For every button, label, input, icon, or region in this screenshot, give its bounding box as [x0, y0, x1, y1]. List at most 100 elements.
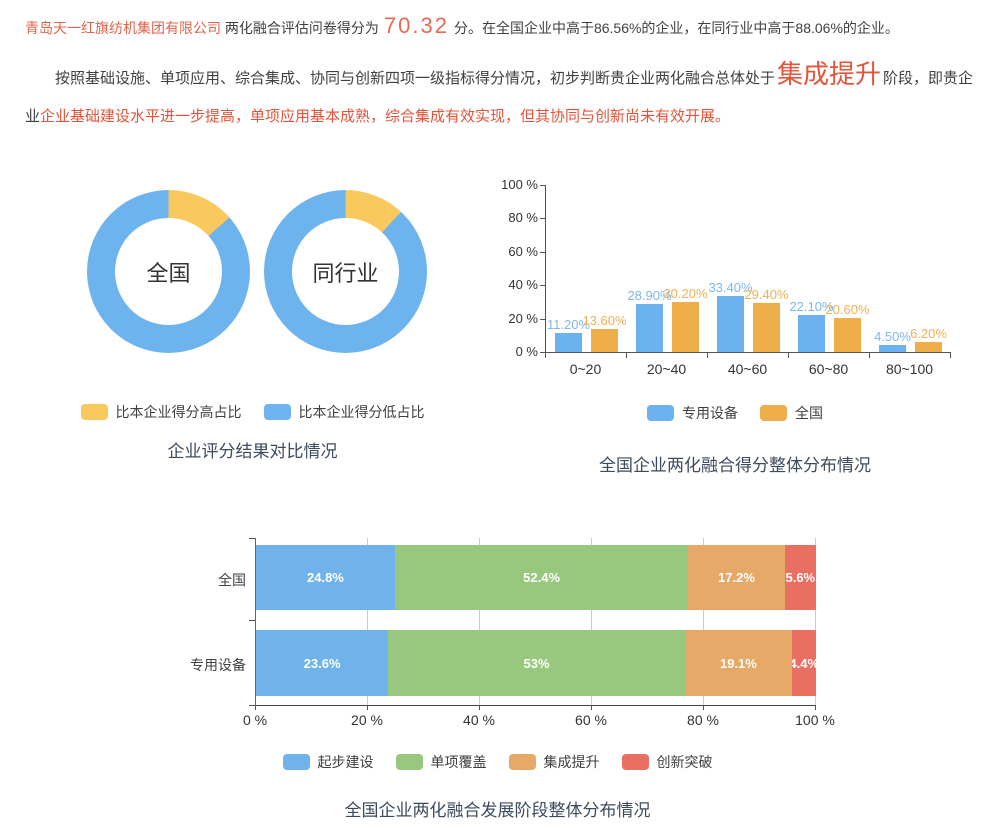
x-tick — [707, 353, 708, 358]
bar-value-label: 13.60% — [582, 313, 627, 329]
legend-item-单项覆盖[interactable]: 单项覆盖 — [395, 752, 487, 772]
score-summary-line: 青岛天一红旗纺机集团有限公司 两化融合评估问卷得分为 70.32 分。在全国企业中高… — [25, 12, 980, 44]
bar-wrap-专用设备: 28.90% — [627, 288, 672, 352]
stacked-x-tick-label: 0 % — [242, 712, 268, 728]
y-tick-label: 80 % — [508, 210, 538, 226]
stacked-chart-title: 全国企业两化融合发展阶段整体分布情况 — [344, 801, 651, 820]
bar-专用设备-0~20 — [555, 333, 582, 352]
bar-group-40~60: 33.40% 29.40% — [708, 185, 789, 352]
y-tick — [540, 285, 545, 287]
stacked-x-tick — [815, 705, 816, 710]
x-category-label: 80~100 — [885, 361, 934, 377]
bar-plot-area: 11.20% 13.60% 28.90% 30.20% 33.40% 29.40% 22.1… — [545, 185, 951, 353]
category-tick — [249, 705, 255, 706]
y-tick — [540, 251, 545, 253]
y-tick-label: 0 % — [515, 344, 538, 359]
stacked-legend: 起步建设 单项覆盖 集成提升 创新突破 — [0, 752, 995, 772]
donut-chart-title: 企业评分结果对比情况 — [167, 442, 338, 461]
bar-wrap-全国: 29.40% — [744, 287, 789, 352]
stacked-plot-area: 24.8%52.4%17.2%5.6% 23.6%53%19.1%4.4% — [255, 538, 816, 706]
bar-专用设备-60~80 — [798, 315, 825, 352]
x-category-label: 60~80 — [808, 361, 849, 377]
legend-label: 专用设备 — [682, 405, 738, 421]
summary-part2: 阶段，即贵企业 — [25, 70, 974, 125]
legend-item-比本企业得分低占比[interactable]: 比本企业得分低占比 — [263, 402, 425, 422]
bar-全国-20~40 — [672, 301, 699, 352]
stacked-x-tick — [367, 705, 368, 710]
bar-value-label: 20.60% — [825, 301, 870, 317]
legend-label: 比本企业得分高占比 — [115, 404, 242, 420]
bar-专用设备-80~100 — [879, 344, 906, 352]
stacked-x-tick-label: 20 % — [351, 712, 383, 728]
bar-专用设备-40~60 — [717, 296, 744, 352]
segment-创新突破-专用设备: 4.4% — [791, 630, 816, 696]
category-tick — [249, 538, 255, 539]
score-label-text: 两化融合评估问卷得分为 — [224, 20, 379, 36]
bar-wrap-全国: 6.20% — [910, 326, 947, 352]
y-tick-label: 20 % — [508, 310, 538, 326]
stage-summary-paragraph: 按照基础设施、单项应用、综合集成、协同与创新四项一级指标得分情况，初步判断贵企业… — [25, 60, 975, 136]
gridline — [367, 538, 368, 705]
stacked-x-tick-label: 40 % — [463, 712, 495, 728]
y-tick-label: 100 % — [501, 177, 538, 192]
legend-item-集成提升[interactable]: 集成提升 — [508, 752, 600, 772]
bar-wrap-全国: 30.20% — [663, 286, 708, 352]
bar-group-20~40: 28.90% 30.20% — [627, 185, 708, 352]
x-tick — [869, 353, 870, 358]
x-category-label: 20~40 — [646, 361, 687, 377]
bar-wrap-专用设备: 33.40% — [708, 280, 753, 352]
bar-value-label: 6.20% — [910, 325, 947, 341]
x-tick — [950, 353, 951, 358]
bar-全国-40~60 — [753, 302, 780, 352]
score-value: 70.32 — [383, 13, 449, 38]
stacked-row-专用设备: 23.6%53%19.1%4.4% — [256, 630, 816, 696]
score-distribution-chart: 11.20% 13.60% 28.90% 30.20% 33.40% 29.40% 22.1… — [500, 175, 970, 485]
stacked-x-tick — [703, 705, 704, 710]
donut-charts: 全国 同行业 — [87, 190, 427, 353]
bar-legend: 专用设备 全国 — [500, 403, 970, 423]
segment-创新突破-全国: 5.6% — [784, 545, 816, 610]
legend-item-全国[interactable]: 全国 — [760, 403, 823, 423]
legend-label: 集成提升 — [543, 754, 600, 770]
stage-distribution-chart: 24.8%52.4%17.2%5.6% 23.6%53%19.1%4.4% 全国专… — [0, 520, 995, 829]
legend-swatch — [80, 404, 108, 420]
stacked-x-tick — [255, 705, 256, 710]
x-tick — [545, 353, 546, 358]
legend-item-专用设备[interactable]: 专用设备 — [647, 403, 738, 423]
legend-item-起步建设[interactable]: 起步建设 — [282, 752, 374, 772]
gridline — [815, 538, 816, 705]
segment-集成提升-全国: 17.2% — [688, 545, 785, 610]
stacked-x-tick-label: 80 % — [687, 712, 719, 728]
score-suffix-text: 分。在全国企业中高于86.56%的企业，在同行业中高于88.06%的企业。 — [453, 20, 899, 36]
bar-group-0~20: 11.20% 13.60% — [546, 185, 627, 352]
x-category-label: 0~20 — [569, 361, 602, 377]
y-tick-label: 60 % — [508, 243, 538, 259]
legend-item-创新突破[interactable]: 创新突破 — [621, 752, 713, 772]
stacked-row-全国: 24.8% 52.4% 17.2% 5.6% — [256, 545, 816, 610]
gridline — [703, 538, 704, 705]
bar-group-60~80: 22.10% 20.60% — [789, 185, 870, 352]
bar-value-label: 30.20% — [663, 285, 708, 301]
y-tick — [540, 218, 545, 220]
legend-label: 比本企业得分低占比 — [298, 404, 425, 420]
legend-label: 单项覆盖 — [430, 754, 487, 770]
stacked-x-tick — [479, 705, 480, 710]
bar-全国-60~80 — [834, 317, 861, 352]
score-comparison-chart: 全国 同行业 比本企业得分高占比 比本企业得分低占比 企业评分结果对比情况 — [60, 175, 445, 475]
stacked-x-tick-label: 100 % — [795, 712, 835, 728]
bar-wrap-专用设备: 4.50% — [874, 329, 911, 352]
bar-chart-title: 全国企业两化融合得分整体分布情况 — [599, 456, 871, 475]
legend-label: 创新突破 — [656, 754, 713, 770]
legend-swatch — [282, 754, 310, 770]
segment-单项覆盖-全国: 52.4% — [394, 545, 689, 610]
bar-wrap-专用设备: 11.20% — [547, 317, 590, 352]
bar-wrap-专用设备: 22.10% — [789, 299, 834, 352]
x-tick — [788, 353, 789, 358]
summary-part1: 按照基础设施、单项应用、综合集成、协同与创新四项一级指标得分情况，初步判断贵企业… — [55, 70, 776, 87]
legend-item-比本企业得分高占比[interactable]: 比本企业得分高占比 — [80, 402, 242, 422]
legend-swatch — [263, 404, 291, 420]
y-tick — [540, 185, 545, 186]
segment-起步建设-专用设备: 23.6% — [256, 630, 389, 696]
x-category-label: 40~60 — [727, 361, 768, 377]
